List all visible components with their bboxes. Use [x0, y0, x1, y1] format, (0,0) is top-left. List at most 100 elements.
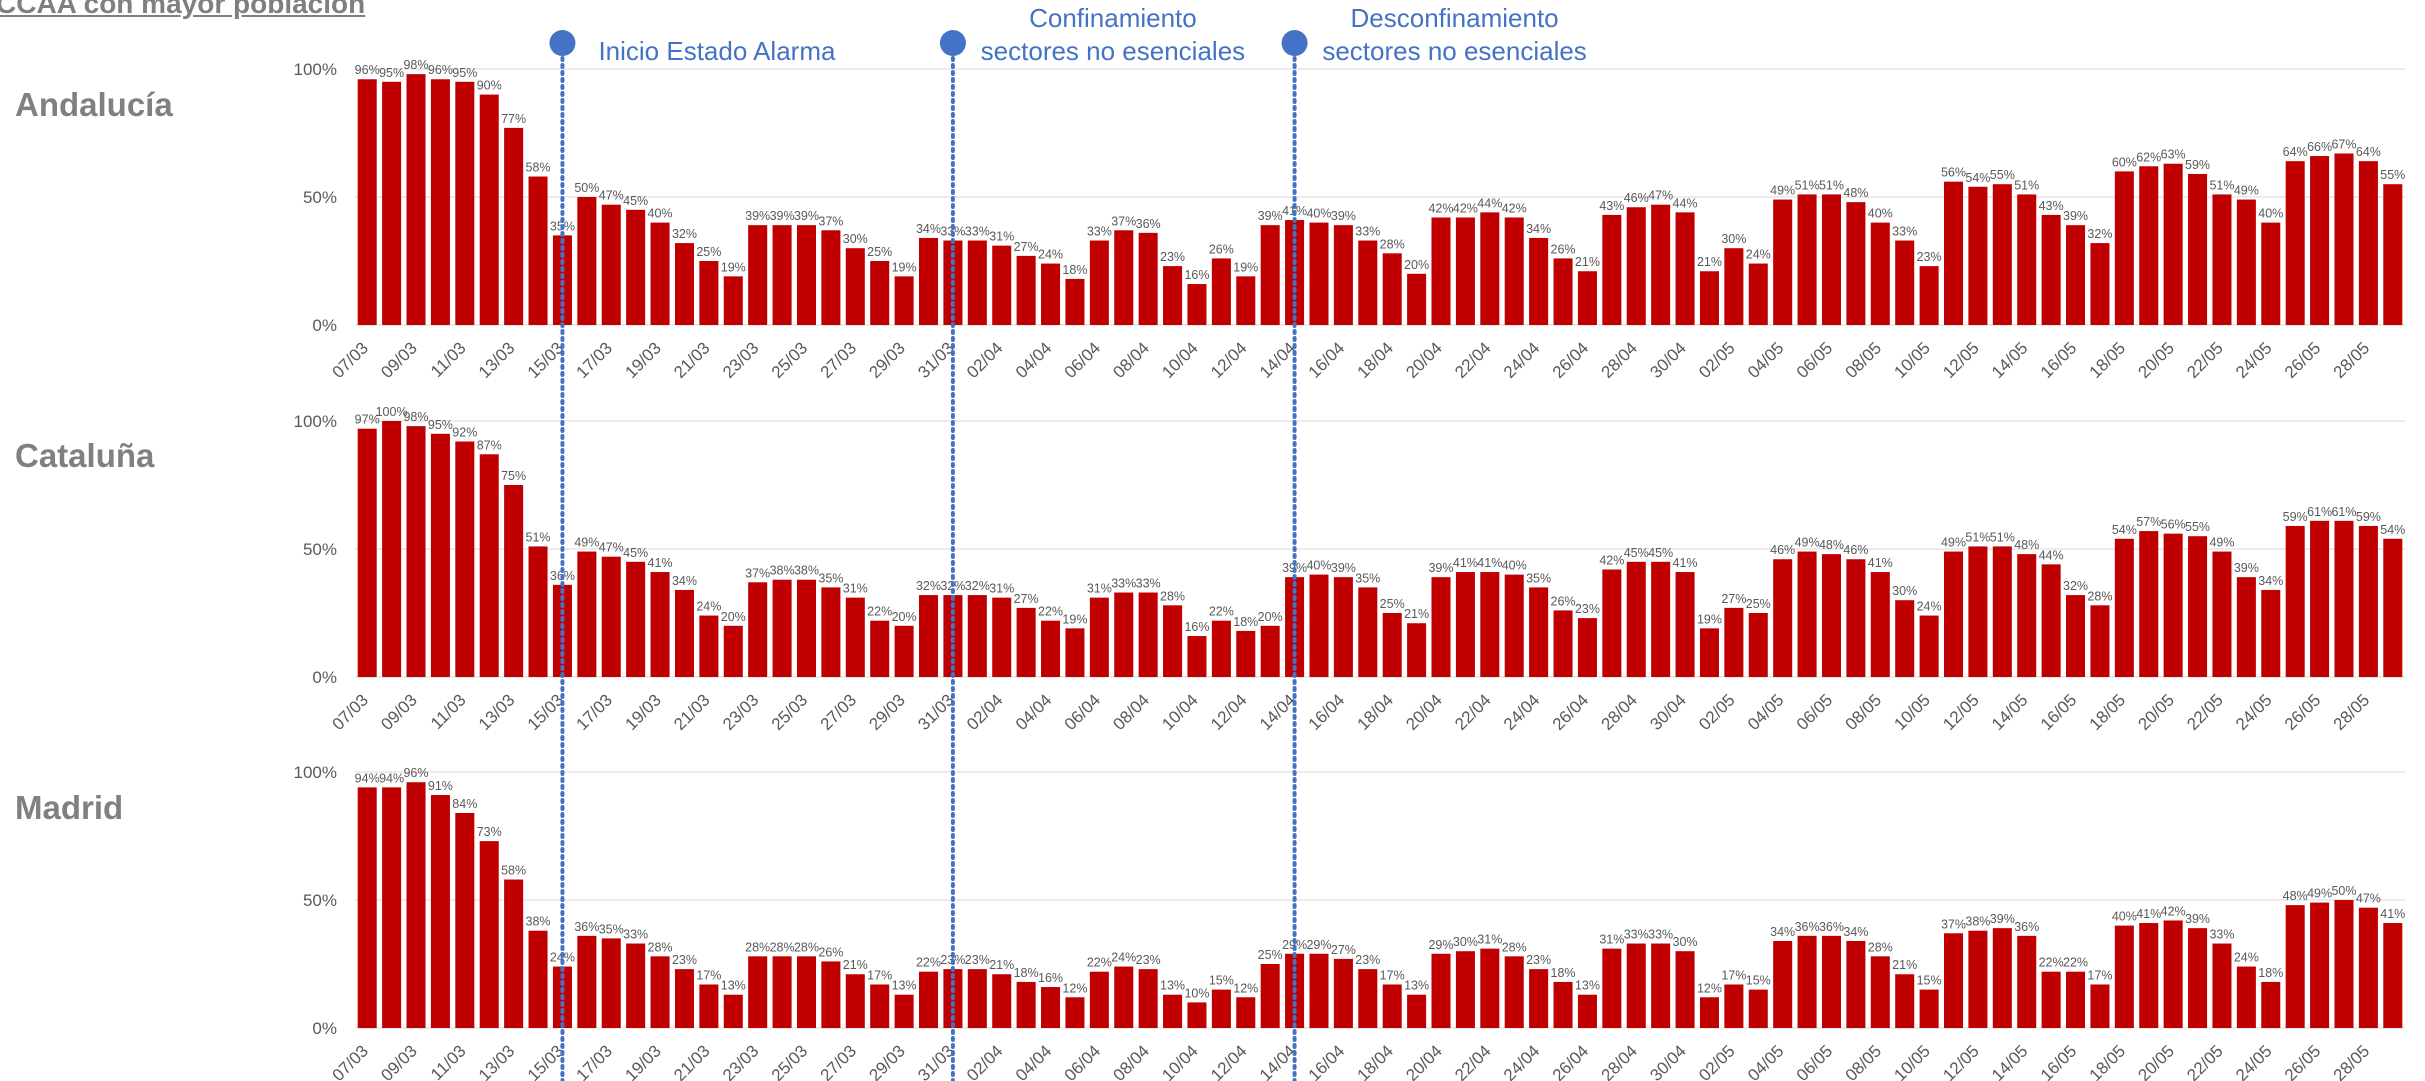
x-tick-label: 30/04 — [1646, 338, 1690, 382]
data-label: 51% — [1990, 530, 2015, 544]
data-label: 24% — [1917, 600, 1942, 614]
bar — [1309, 953, 1329, 1028]
bar — [1114, 966, 1134, 1028]
data-label: 42% — [1502, 201, 1527, 215]
data-label: 96% — [355, 63, 380, 77]
data-label: 33% — [1087, 225, 1112, 239]
bar — [382, 787, 402, 1028]
x-tick-label: 04/05 — [1744, 1041, 1788, 1081]
bar — [1968, 930, 1988, 1028]
bar — [1138, 969, 1158, 1028]
data-label: 24% — [1746, 248, 1771, 262]
bar — [674, 243, 694, 325]
bar — [1138, 592, 1158, 677]
data-label: 15% — [1209, 974, 1234, 988]
x-tick-label: 10/05 — [1890, 690, 1934, 734]
x-tick-label: 23/03 — [719, 338, 763, 382]
data-label: 51% — [1795, 178, 1820, 192]
y-tick-label: 100% — [294, 60, 337, 79]
bar — [1895, 974, 1915, 1028]
bar — [1553, 610, 1573, 677]
x-tick-label: 22/04 — [1451, 690, 1495, 734]
x-tick-label: 10/05 — [1890, 338, 1934, 382]
bar — [1309, 222, 1329, 325]
bar — [748, 582, 768, 677]
bar — [1407, 994, 1427, 1028]
data-label: 26% — [818, 945, 843, 959]
bar — [699, 615, 719, 677]
data-label: 49% — [2307, 887, 2332, 901]
bar — [1089, 971, 1109, 1028]
data-label: 33% — [2209, 928, 2234, 942]
x-tick-label: 09/03 — [377, 690, 421, 734]
x-tick-label: 02/04 — [963, 1041, 1007, 1081]
data-label: 34% — [1843, 925, 1868, 939]
data-label: 31% — [989, 582, 1014, 596]
data-label: 100% — [376, 405, 408, 419]
data-label: 41% — [2136, 907, 2161, 921]
data-label: 98% — [403, 58, 428, 72]
data-label: 28% — [745, 940, 770, 954]
bar — [796, 956, 817, 1028]
data-label: 43% — [2039, 199, 2064, 213]
data-label: 16% — [1184, 620, 1209, 634]
data-label: 22% — [2063, 956, 2088, 970]
data-label: 10% — [1184, 986, 1209, 1000]
bar — [1919, 266, 1939, 325]
bar — [1821, 935, 1842, 1028]
data-label: 30% — [1673, 935, 1698, 949]
x-tick-label: 20/05 — [2134, 690, 2178, 734]
data-label: 29% — [1282, 938, 1307, 952]
bar — [1773, 559, 1793, 677]
data-label: 12% — [1697, 981, 1722, 995]
bar — [1309, 574, 1329, 677]
x-tick-label: 25/03 — [768, 690, 812, 734]
bar — [967, 969, 987, 1028]
data-label: 38% — [770, 564, 795, 578]
data-label: 36% — [1136, 217, 1161, 231]
data-label: 47% — [1648, 189, 1673, 203]
x-tick-label: 06/05 — [1793, 690, 1837, 734]
bar — [2261, 981, 2281, 1028]
data-label: 23% — [1355, 953, 1380, 967]
x-tick-label: 10/04 — [1158, 338, 1202, 382]
data-label: 28% — [1502, 940, 1527, 954]
bar — [870, 984, 890, 1028]
data-label: 33% — [1355, 225, 1380, 239]
data-label: 27% — [1721, 592, 1746, 606]
bar — [1260, 625, 1280, 677]
x-tick-label: 06/05 — [1793, 1041, 1837, 1081]
bar — [2188, 928, 2208, 1028]
data-label: 33% — [1136, 577, 1161, 591]
data-label: 26% — [1209, 242, 1234, 256]
x-tick-label: 08/04 — [1109, 338, 1153, 382]
x-tick-label: 13/03 — [475, 690, 519, 734]
data-label: 33% — [1892, 225, 1917, 239]
data-label: 59% — [2185, 158, 2210, 172]
bar — [1699, 271, 1719, 325]
x-tick-label: 26/05 — [2281, 690, 2325, 734]
bar — [1065, 997, 1085, 1028]
bar — [2041, 564, 2061, 677]
data-label: 54% — [2380, 523, 2405, 537]
data-label: 31% — [1599, 933, 1624, 947]
y-tick-label: 100% — [294, 763, 337, 782]
bar — [2310, 902, 2330, 1028]
data-label: 75% — [501, 469, 526, 483]
x-tick-label: 06/05 — [1793, 338, 1837, 382]
x-tick-label: 02/05 — [1695, 690, 1739, 734]
bar — [1431, 217, 1451, 325]
y-tick-label: 0% — [312, 668, 337, 687]
x-tick-label: 06/04 — [1061, 690, 1105, 734]
data-label: 20% — [721, 610, 746, 624]
bar — [577, 551, 597, 677]
bar — [1041, 263, 1061, 325]
x-tick-label: 20/04 — [1402, 1041, 1446, 1081]
bar — [1699, 997, 1719, 1028]
bar — [2236, 577, 2256, 677]
bar — [1529, 237, 1549, 325]
data-label: 25% — [1258, 948, 1283, 962]
bar — [2114, 925, 2134, 1028]
x-tick-label: 11/03 — [427, 1041, 470, 1081]
x-tick-label: 27/03 — [817, 690, 861, 734]
